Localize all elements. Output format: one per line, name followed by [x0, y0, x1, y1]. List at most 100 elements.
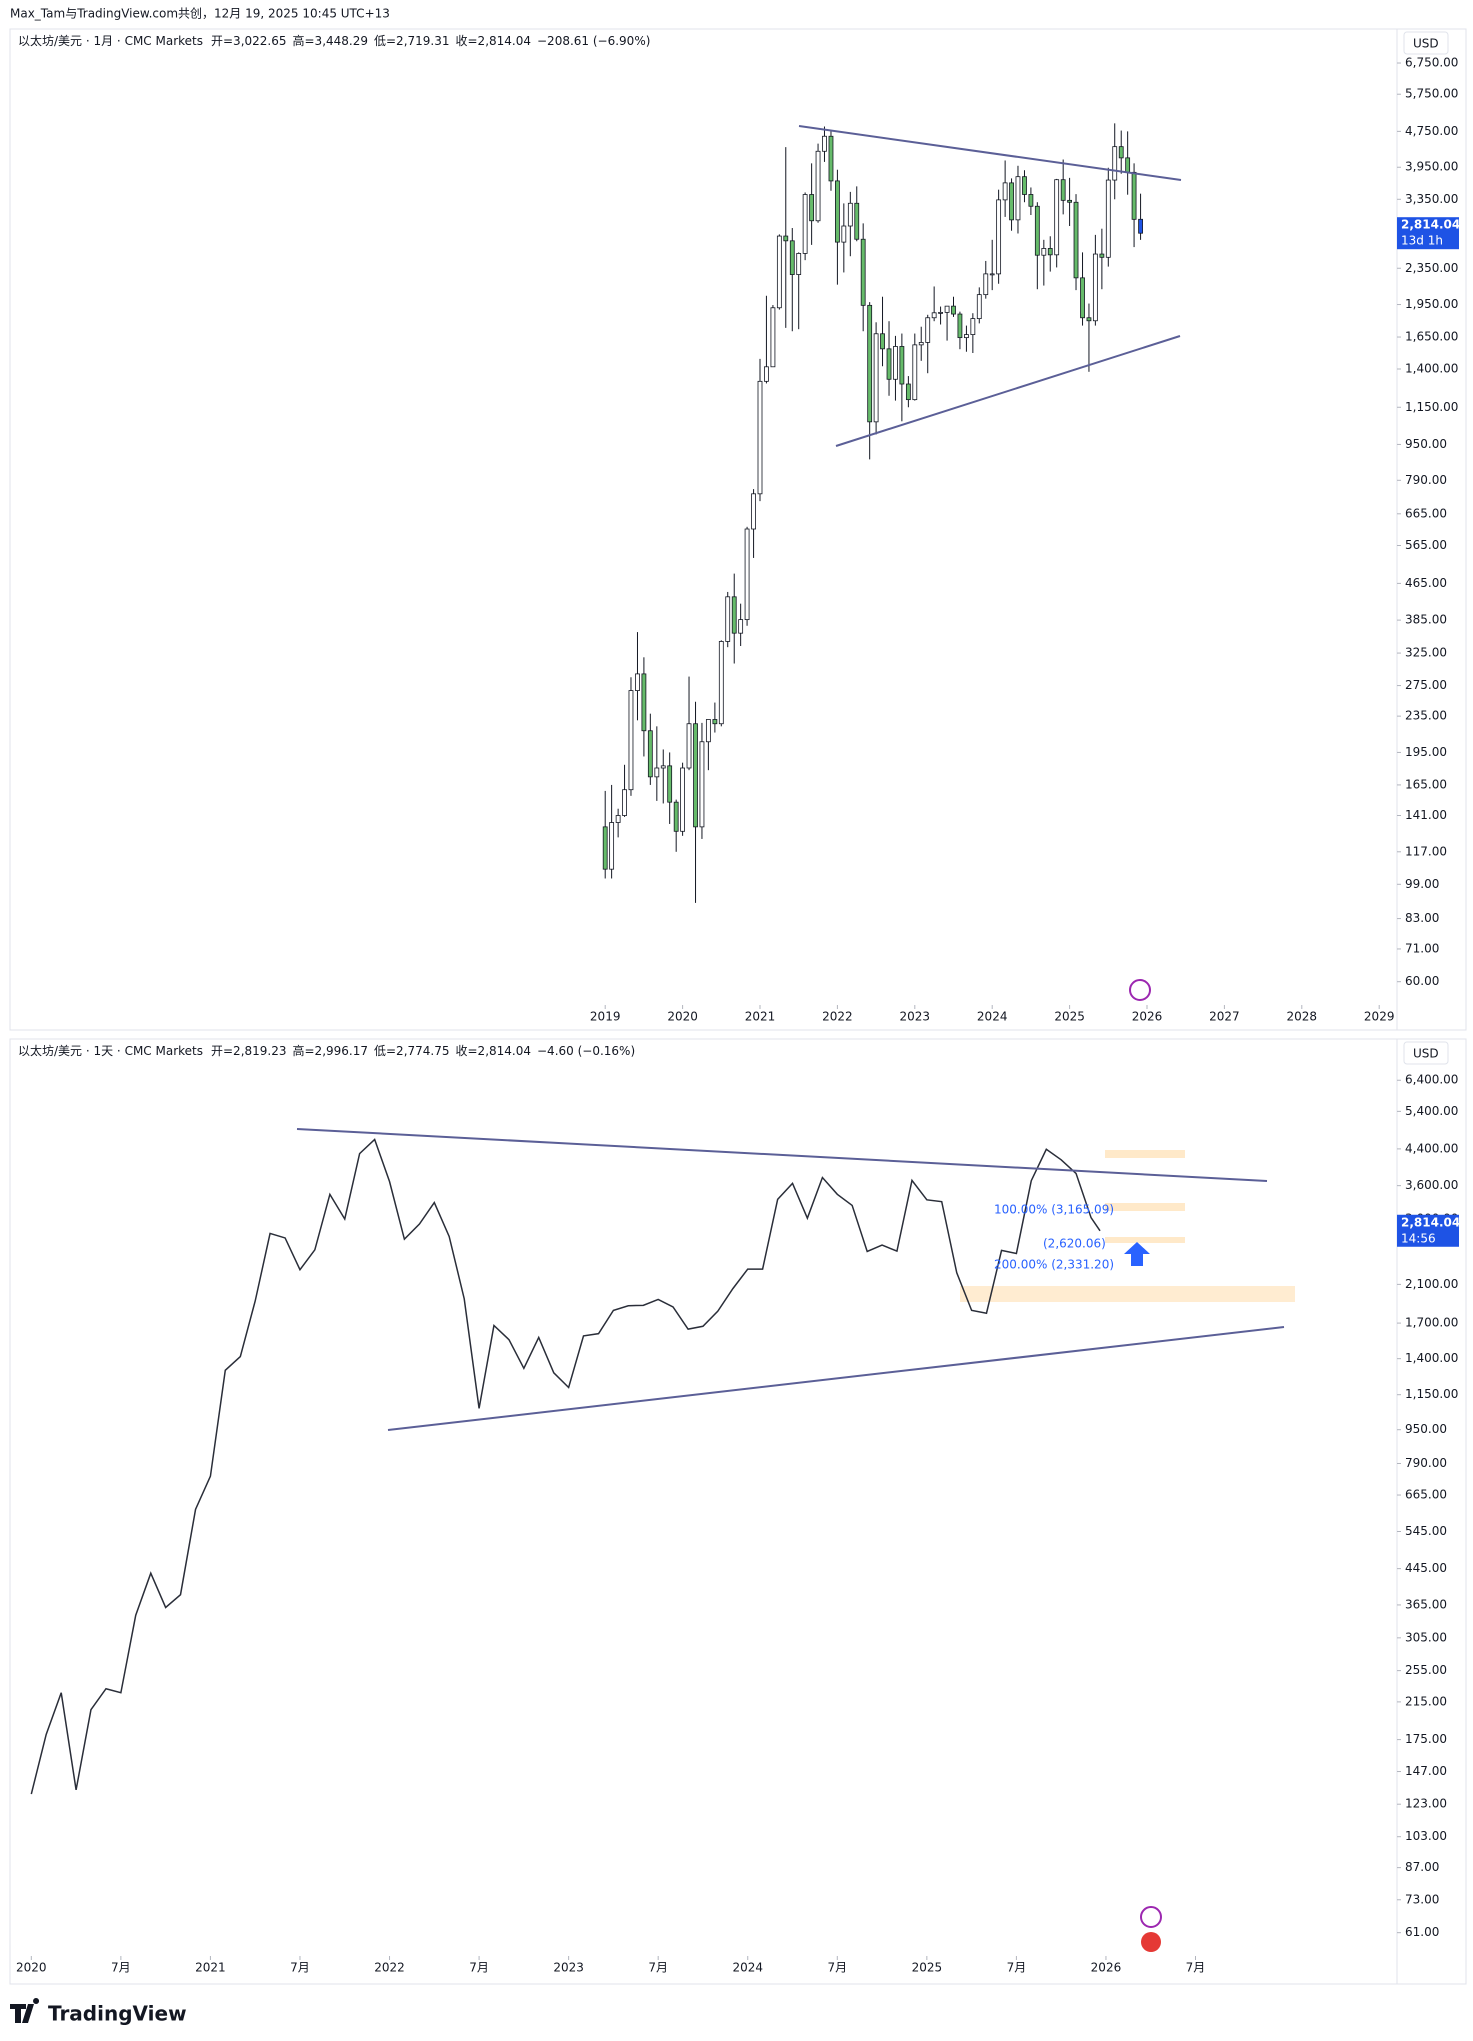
candle-body	[718, 641, 724, 725]
candle-body	[1041, 248, 1047, 256]
candle-body	[854, 202, 860, 240]
author-line: Max_Tam与TradingView.com共创，12月 19, 2025 1…	[10, 7, 390, 21]
candle-body	[609, 822, 615, 870]
x-tick-label: 2024	[977, 1010, 1008, 1024]
candle-body	[899, 346, 905, 385]
x-tick-label: 2025	[912, 1961, 943, 1975]
y-tick-label: 147.00	[1405, 1764, 1447, 1778]
legend-value: 收=2,814.04	[456, 34, 532, 48]
event-icon[interactable]	[1140, 1906, 1162, 1928]
candle-body	[886, 348, 892, 380]
y-tick-label: 99.00	[1405, 877, 1439, 891]
y-tick-label: 123.00	[1405, 1797, 1447, 1811]
x-tick-label: 2027	[1209, 1010, 1240, 1024]
y-tick-label: 385.00	[1405, 613, 1447, 627]
candle-body	[964, 334, 969, 339]
legend-value: 低=2,774.75	[374, 1044, 450, 1058]
candle-body	[1034, 205, 1040, 256]
candle-body	[957, 313, 963, 339]
trend-line[interactable]	[387, 1326, 1285, 1431]
candle-body	[757, 380, 763, 495]
y-tick-label: 1,650.00	[1405, 330, 1458, 344]
pane-frame	[9, 1038, 1467, 1985]
y-tick-label: 235.00	[1405, 709, 1447, 723]
candle-body	[1047, 248, 1053, 256]
y-tick-label: 1,700.00	[1405, 1316, 1458, 1330]
candle-body	[847, 202, 853, 227]
candle-body	[654, 767, 660, 778]
trend-line[interactable]	[296, 1128, 1268, 1182]
candle-body	[622, 789, 627, 816]
candle-body	[918, 342, 924, 346]
y-tick-label: 175.00	[1405, 1732, 1447, 1746]
candle-body	[893, 346, 898, 380]
zone	[960, 1286, 1295, 1302]
candle-body	[1125, 157, 1131, 173]
flag-icon[interactable]	[1141, 1932, 1161, 1952]
y-tick-label: 87.00	[1405, 1860, 1439, 1874]
y-tick-label: 565.00	[1405, 538, 1447, 552]
currency-box[interactable]	[1403, 1041, 1449, 1065]
trend-line[interactable]	[798, 125, 1182, 181]
y-tick-label: 2,350.00	[1405, 261, 1458, 275]
candle-body	[1009, 182, 1014, 221]
currency-box[interactable]	[1403, 31, 1449, 55]
trend-line[interactable]	[835, 335, 1181, 447]
candle-body	[809, 194, 815, 222]
y-tick-label: 365.00	[1405, 1597, 1447, 1611]
x-tick-label: 7月	[648, 1961, 668, 1975]
y-tick-label: 5,750.00	[1405, 87, 1458, 101]
candle-body	[1054, 179, 1060, 256]
zone	[1105, 1237, 1185, 1243]
candle-body	[660, 765, 666, 769]
x-tick-label: 2022	[374, 1961, 405, 1975]
fib-label: 100.00% (3,165.09)	[994, 1203, 1114, 1217]
x-tick-label: 7月	[1186, 1961, 1206, 1975]
legend-value: −4.60 (−0.16%)	[537, 1044, 635, 1058]
y-tick-label: 73.00	[1405, 1892, 1439, 1906]
legend-value: 开=2,819.23	[211, 1044, 287, 1058]
y-tick-label: 60.00	[1405, 974, 1439, 988]
y-tick-label: 1,150.00	[1405, 1387, 1458, 1401]
x-tick-label: 2023	[900, 1010, 931, 1024]
candle-body	[802, 194, 808, 254]
x-tick-label: 2024	[732, 1961, 763, 1975]
candle-body	[1086, 317, 1092, 322]
y-tick-label: 3,600.00	[1405, 1178, 1458, 1192]
y-tick-label: 6,400.00	[1405, 1073, 1458, 1087]
candle-body	[602, 826, 608, 870]
y-tick-label: 1,950.00	[1405, 297, 1458, 311]
currency-label: USD	[1413, 1047, 1439, 1061]
candle-body	[925, 317, 931, 343]
candle-body	[1092, 253, 1098, 322]
y-tick-label: 71.00	[1405, 941, 1439, 955]
y-tick-label: 255.00	[1405, 1663, 1447, 1677]
y-tick-label: 1,400.00	[1405, 1351, 1458, 1365]
candle-body	[905, 383, 911, 401]
y-tick-label: 83.00	[1405, 911, 1439, 925]
candle-body	[1015, 176, 1021, 221]
currency-label: USD	[1413, 37, 1439, 51]
event-icon[interactable]	[1129, 979, 1151, 1001]
candle-body	[880, 333, 885, 350]
x-tick-label: 2029	[1364, 1010, 1395, 1024]
y-tick-label: 215.00	[1405, 1694, 1447, 1708]
brand-logo	[10, 1998, 40, 2023]
y-tick-label: 2,100.00	[1405, 1277, 1458, 1291]
candle-body	[867, 304, 873, 423]
y-tick-label: 195.00	[1405, 745, 1447, 759]
candle-body	[828, 135, 834, 182]
candle-body	[635, 673, 640, 691]
candle-body	[1080, 277, 1085, 319]
candle-body	[1118, 146, 1124, 159]
y-tick-label: 665.00	[1405, 506, 1447, 520]
x-tick-label: 2021	[745, 1010, 776, 1024]
last-price-tag	[1397, 1214, 1459, 1247]
x-tick-label: 2026	[1091, 1961, 1122, 1975]
candle-body	[951, 305, 956, 315]
candle-body	[815, 150, 821, 222]
candle-body	[931, 312, 937, 319]
candle-body	[712, 719, 718, 725]
last-price-label: 2,814.04	[1401, 218, 1460, 232]
